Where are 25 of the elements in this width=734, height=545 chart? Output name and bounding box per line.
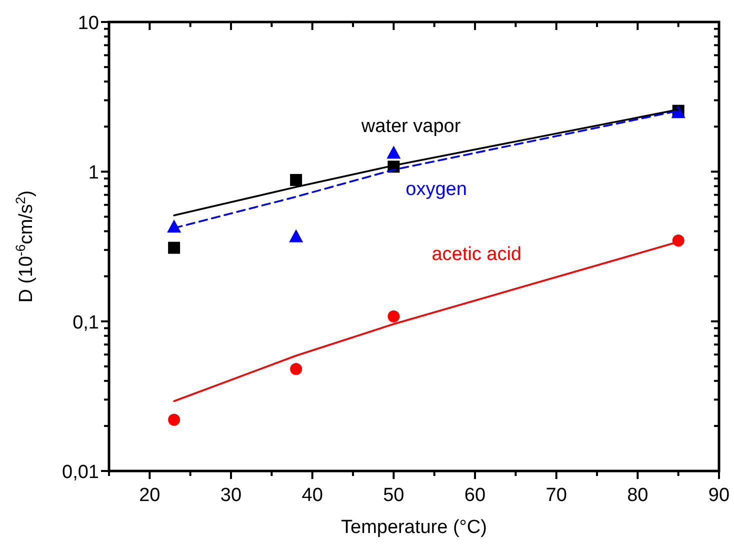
x-tick-label: 80	[627, 485, 648, 506]
x-tick-label: 40	[302, 485, 323, 506]
point	[168, 242, 180, 254]
x-tick-label: 30	[220, 485, 242, 506]
point	[672, 234, 684, 246]
series-label: oxygen	[406, 178, 467, 200]
x-axis-title: Temperature (°C)	[341, 517, 487, 538]
series-label: water vapor	[360, 116, 462, 138]
x-tick-label: 20	[139, 485, 160, 506]
point	[290, 363, 302, 376]
point	[290, 174, 302, 186]
y-tick-label: 1	[88, 162, 99, 184]
point	[388, 310, 400, 322]
x-tick-label: 70	[546, 485, 567, 506]
x-tick-label: 60	[464, 485, 486, 506]
x-tick-label: 50	[383, 485, 404, 506]
point	[168, 414, 180, 426]
x-tick-label: 90	[708, 485, 730, 506]
series-label: acetic acid	[432, 244, 522, 266]
point	[386, 146, 401, 159]
y-tick-label: 10	[78, 13, 99, 34]
y-tick-label: 0,01	[62, 462, 99, 483]
point	[289, 229, 304, 242]
point	[167, 220, 182, 233]
y-tick-label: 0,1	[72, 312, 99, 334]
